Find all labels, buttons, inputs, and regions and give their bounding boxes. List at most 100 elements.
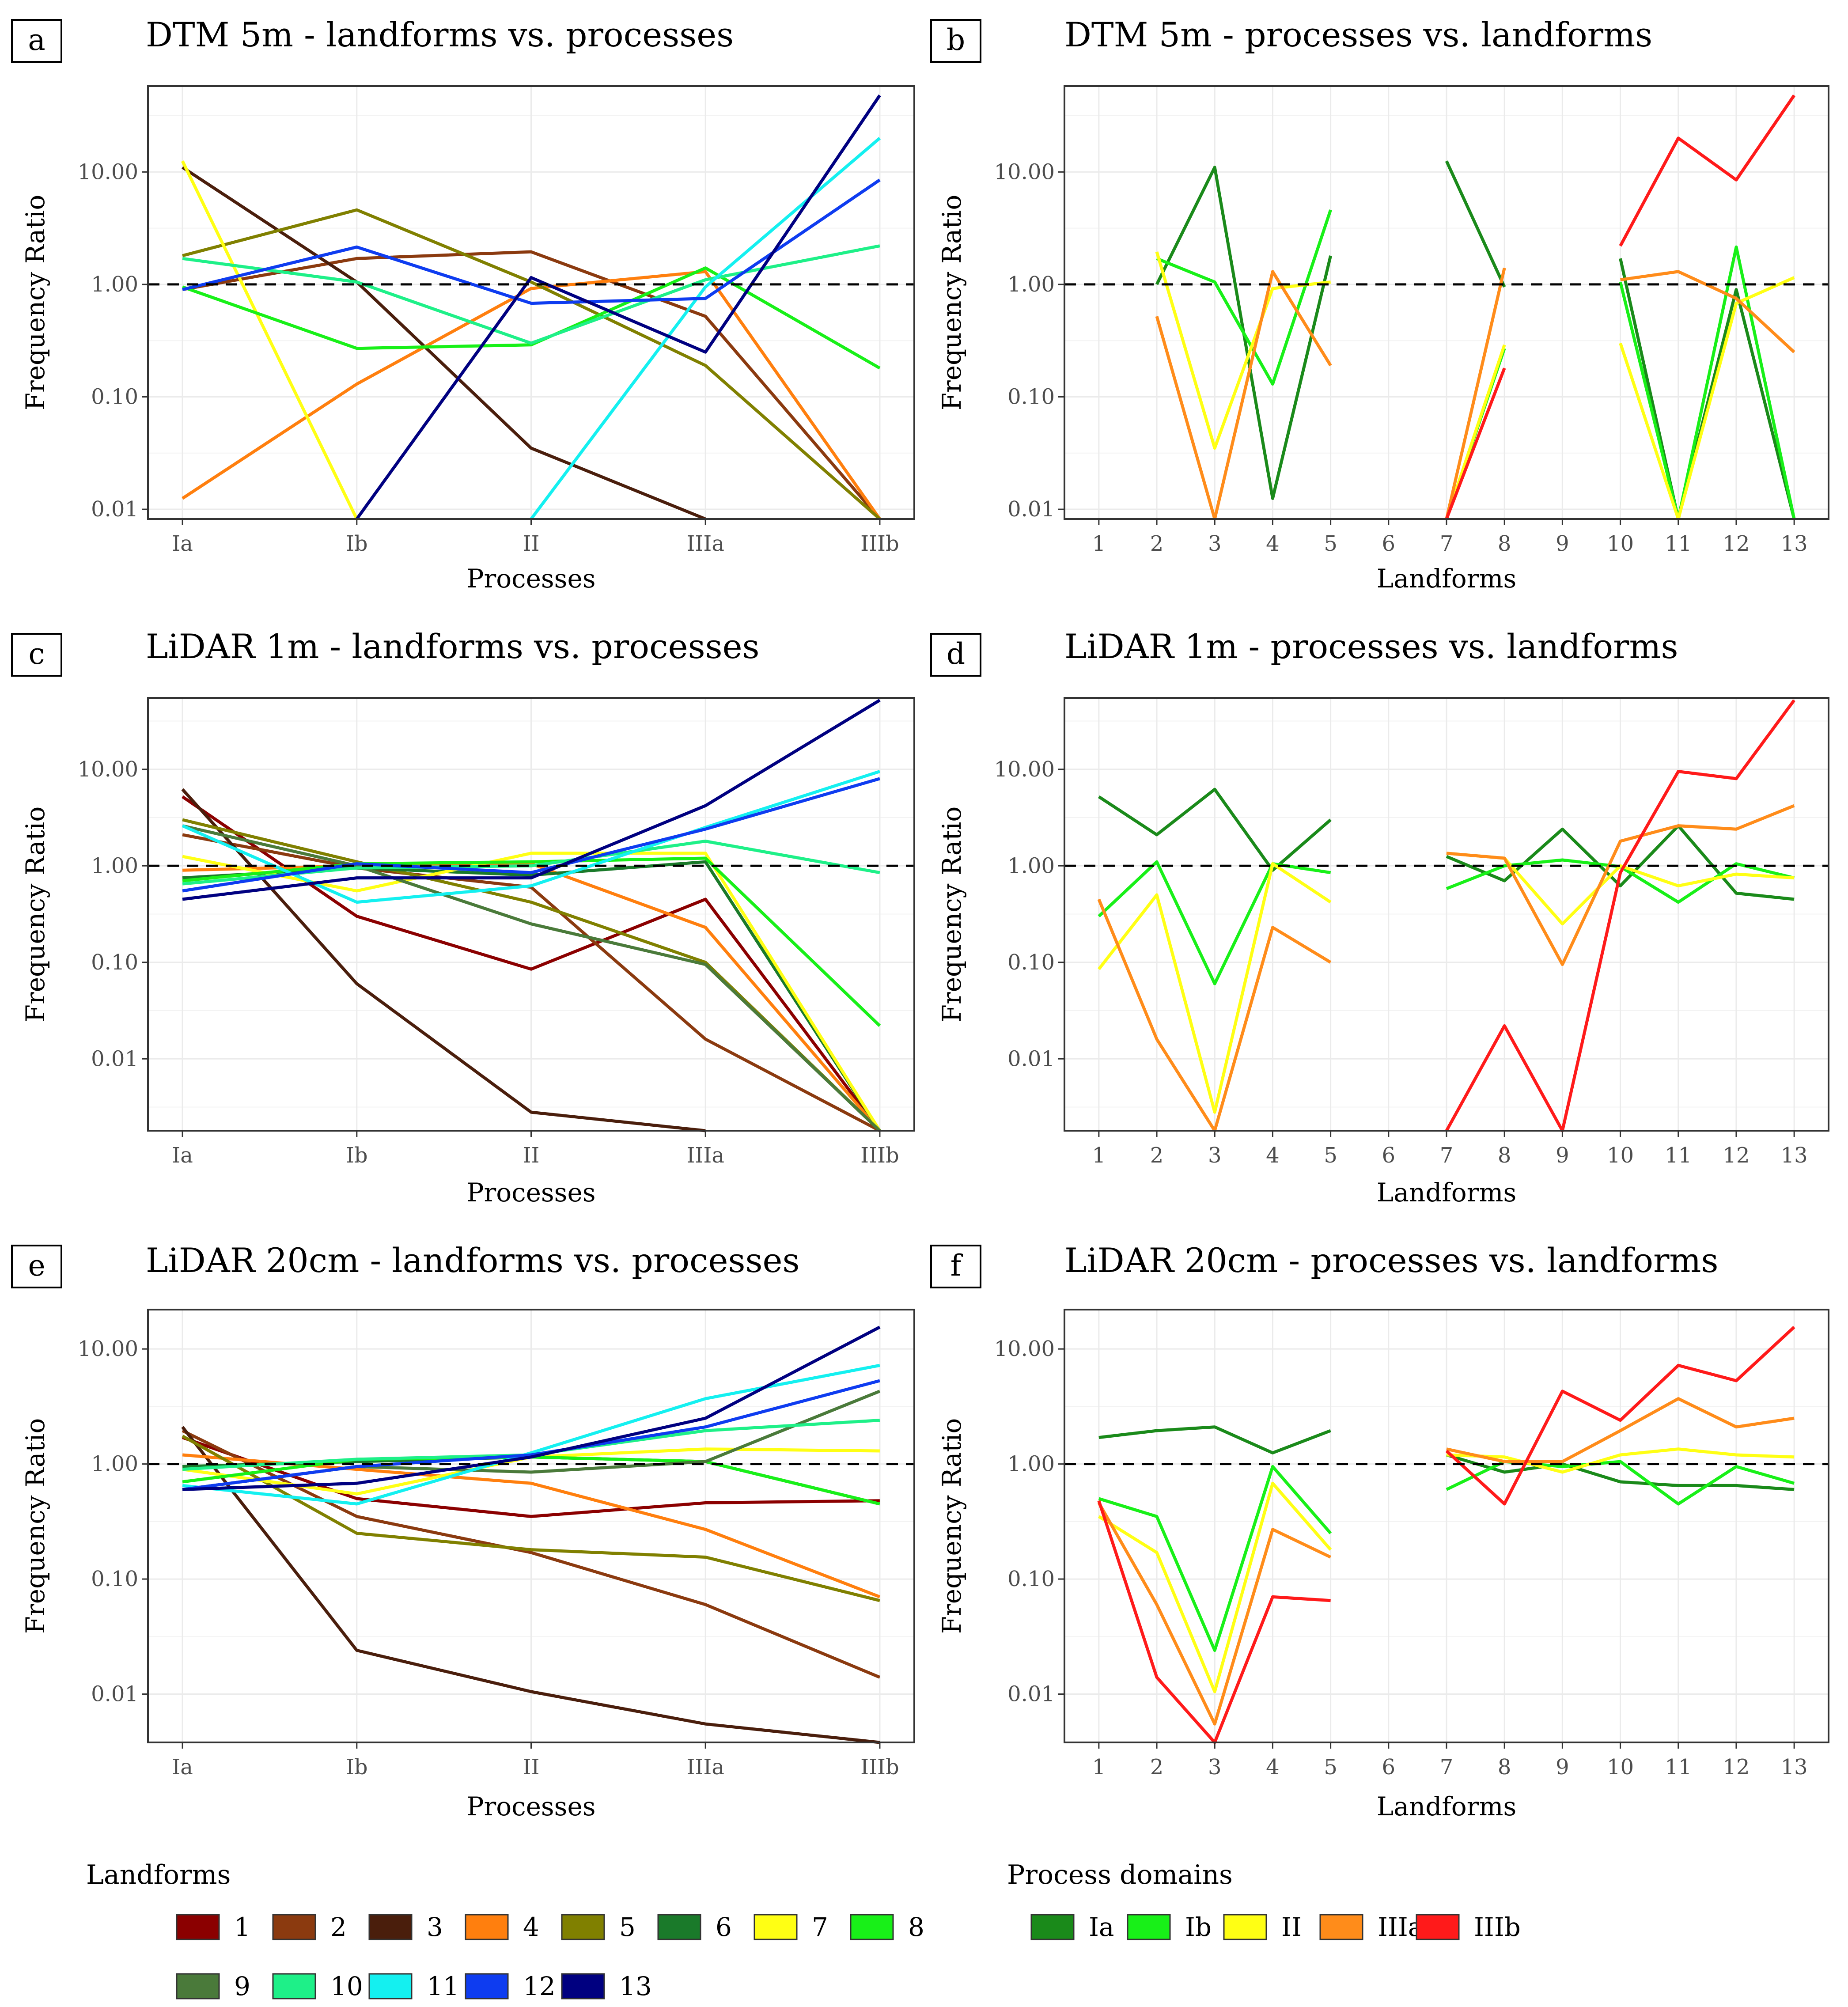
series-line-3 <box>182 166 706 521</box>
chart-title-a: DTM 5m - landforms vs. processes <box>146 15 734 54</box>
series-line-Ib <box>1619 245 1796 521</box>
y-tick-label: 10.00 <box>994 1337 1055 1361</box>
panel-e: e LiDAR 20cm - landforms vs. processes 0.0… <box>11 1241 915 1821</box>
y-tick-label: 0.01 <box>1007 497 1055 522</box>
chart-title-d: LiDAR 1m - processes vs. landforms <box>1064 627 1678 666</box>
legend-process-domains: Process domains Ia Ib II IIIa IIIb <box>1007 1859 1521 1942</box>
series-line-13 <box>182 1325 881 1491</box>
legend-swatch-4 <box>465 1914 509 1940</box>
x-tick-label: 5 <box>1324 1755 1337 1780</box>
x-tick-label: 1 <box>1092 531 1106 556</box>
series-line-3 <box>181 788 706 1132</box>
chart-title-f: LiDAR 20cm - processes vs. landforms <box>1064 1241 1718 1280</box>
legend-label-IIIa: IIIa <box>1378 1912 1423 1942</box>
y-axis-label-e: Frequency Ratio <box>20 1418 50 1634</box>
legend-label-4: 4 <box>523 1912 539 1942</box>
x-tick-label: Ia <box>172 1143 193 1168</box>
x-axis-label-a: Processes <box>466 564 595 594</box>
legend-swatch-10 <box>272 1973 316 1999</box>
legend-label-12: 12 <box>523 1971 556 2001</box>
legend-label-Ia: Ia <box>1089 1912 1114 1942</box>
panel-letter-e: e <box>28 1249 45 1283</box>
legend-swatch-1 <box>176 1914 220 1940</box>
series-line-Ib <box>1098 1465 1332 1652</box>
series-line-12 <box>182 777 880 893</box>
chart-title-b: DTM 5m - processes vs. landforms <box>1064 15 1652 54</box>
legend-label-1: 1 <box>234 1912 250 1942</box>
y-tick-label: 0.10 <box>1007 950 1055 975</box>
series-line-Ia <box>1446 1453 1795 1491</box>
panel-d: d LiDAR 1m - processes vs. landforms 0.01 0… <box>930 627 1829 1208</box>
series-line-II <box>1098 1481 1332 1693</box>
y-tick-label: 0.01 <box>91 1682 138 1707</box>
series-line-IIIa <box>1097 1502 1332 1726</box>
y-axis-label-a: Frequency Ratio <box>20 195 50 411</box>
legend-label-3: 3 <box>427 1912 443 1942</box>
series-line-IIIb <box>1445 699 1795 1132</box>
x-tick-label: 6 <box>1382 1755 1396 1780</box>
series-line-2 <box>182 250 881 520</box>
x-tick-label: 7 <box>1440 531 1454 556</box>
series-line-Ia <box>1098 788 1332 872</box>
series-line-II <box>1155 251 1331 450</box>
legend-swatch-2 <box>272 1914 316 1940</box>
y-tick-label: 10.00 <box>78 159 138 184</box>
series-line-9 <box>182 824 881 1132</box>
series-line-5 <box>182 1435 880 1602</box>
x-tick-label: 1 <box>1092 1755 1106 1780</box>
x-tick-label: 3 <box>1208 1143 1222 1168</box>
legend-label-II: II <box>1281 1912 1302 1942</box>
x-tick-label: 12 <box>1723 531 1750 556</box>
x-axis-label-c: Processes <box>466 1178 595 1208</box>
gridlines-e <box>148 1310 914 1742</box>
legend-swatch-5 <box>561 1914 605 1940</box>
series-line-Ib <box>1156 209 1332 386</box>
legend-swatch-Ib <box>1127 1914 1171 1940</box>
series-line-IIIa <box>1446 804 1795 966</box>
x-tick-label: 2 <box>1150 1755 1164 1780</box>
y-tick-label: 1.00 <box>1007 853 1055 878</box>
legend-label-6: 6 <box>716 1912 732 1942</box>
x-tick-label: II <box>523 531 540 556</box>
series-line-13 <box>355 94 881 520</box>
x-tick-label: 4 <box>1266 1755 1280 1780</box>
legend-swatch-12 <box>465 1973 509 1999</box>
x-tick-label: 7 <box>1440 1143 1454 1168</box>
series-line-1 <box>182 1436 880 1518</box>
legend-swatch-Ia <box>1030 1914 1075 1940</box>
legend-label-11: 11 <box>427 1971 459 2001</box>
series-line-11 <box>182 770 880 904</box>
series-line-12 <box>182 1379 880 1491</box>
x-tick-label: 10 <box>1607 1143 1634 1168</box>
panel-letter-box-d <box>930 633 981 677</box>
legend-label-9: 9 <box>234 1971 250 2001</box>
chart-title-c: LiDAR 1m - landforms vs. processes <box>146 627 760 666</box>
legend-swatch-3 <box>368 1914 413 1940</box>
y-axis-label-b: Frequency Ratio <box>937 195 967 411</box>
x-tick-label: 4 <box>1266 531 1280 556</box>
x-tick-label: 9 <box>1556 531 1569 556</box>
series-line-3 <box>181 1426 880 1744</box>
x-tick-label: 11 <box>1665 1143 1692 1168</box>
panel-letter-d: d <box>947 637 965 671</box>
x-tick-label: 3 <box>1208 1755 1222 1780</box>
series-line-13 <box>182 699 881 901</box>
x-axis-label-b: Landforms <box>1377 564 1516 594</box>
series-group-c <box>181 699 881 1132</box>
legend-swatch-13 <box>561 1973 605 1999</box>
series-group-e <box>181 1325 881 1744</box>
x-tick-label: 10 <box>1607 1755 1634 1780</box>
gridlines-f <box>1064 1310 1829 1742</box>
y-axis-label-c: Frequency Ratio <box>20 807 50 1022</box>
legend-swatch-6 <box>657 1914 701 1940</box>
x-tick-label: IIIa <box>686 1143 724 1168</box>
legend-swatch-9 <box>176 1973 220 1999</box>
y-tick-label: 0.10 <box>1007 384 1055 409</box>
series-line-IIIb <box>1445 367 1506 520</box>
y-tick-label: 0.01 <box>1007 1682 1055 1707</box>
gridlines-a <box>148 86 914 519</box>
x-tick-label: IIIb <box>860 1143 899 1168</box>
legend-landforms-title: Landforms <box>86 1859 231 1890</box>
x-tick-label: IIIb <box>860 1755 899 1780</box>
